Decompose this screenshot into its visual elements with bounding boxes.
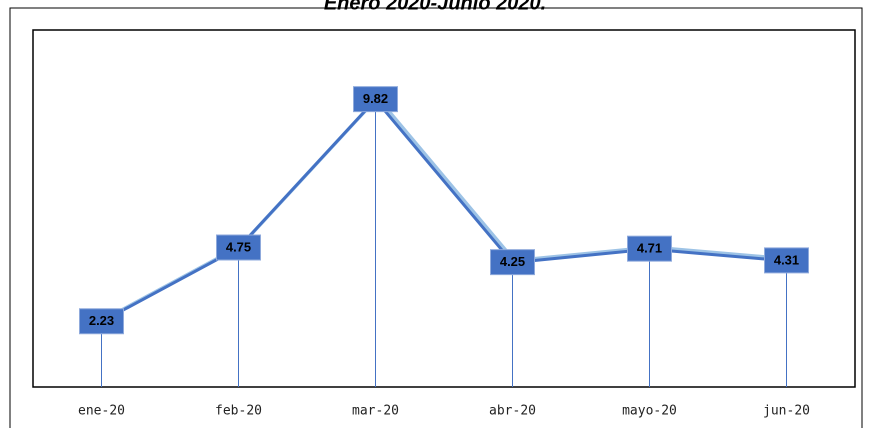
x-tick-label: mar-20 bbox=[352, 404, 399, 419]
x-tick-label: feb-20 bbox=[215, 404, 262, 419]
value-label-box bbox=[627, 235, 672, 262]
plot-area bbox=[32, 29, 856, 388]
value-label: 4.31 bbox=[774, 252, 799, 267]
x-tick-label: jun-20 bbox=[763, 404, 810, 419]
x-tick-label: abr-20 bbox=[489, 404, 536, 419]
value-label: 9.82 bbox=[363, 91, 388, 106]
value-label-box bbox=[353, 86, 398, 113]
value-label: 4.71 bbox=[637, 241, 662, 256]
value-label: 2.23 bbox=[89, 313, 114, 328]
x-tick-label: mayo-20 bbox=[622, 404, 677, 419]
x-tick-label: ene-20 bbox=[78, 404, 125, 419]
value-label-box bbox=[216, 234, 261, 261]
chart-frame bbox=[9, 7, 863, 428]
value-label-box bbox=[764, 247, 809, 274]
chart-title: Enero 2020-Junio 2020. bbox=[324, 0, 546, 14]
value-label: 4.75 bbox=[226, 239, 251, 254]
value-label-box bbox=[490, 249, 535, 276]
line bbox=[100, 97, 787, 324]
value-label: 4.25 bbox=[500, 254, 525, 269]
value-label-box bbox=[79, 308, 124, 335]
